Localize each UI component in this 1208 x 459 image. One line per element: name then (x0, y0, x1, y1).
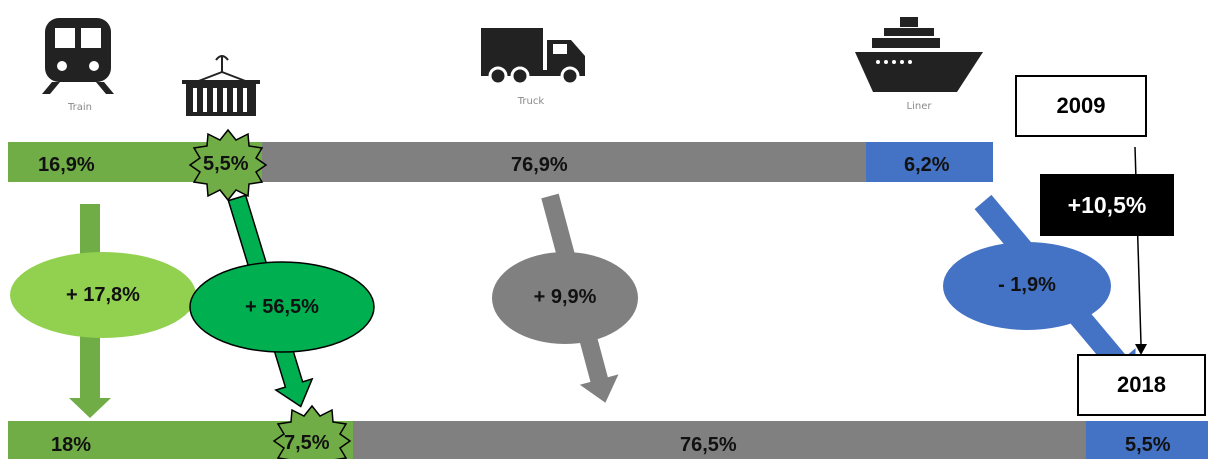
container-change-value: + 56,5% (245, 296, 319, 318)
bottom-bar-truck-segment (353, 421, 1086, 459)
liner-change-ellipse (943, 242, 1111, 330)
bottom-truck-share: 76,5% (680, 434, 737, 456)
bottom-bar-liner-segment (1086, 421, 1208, 459)
bottom-container-share: 7,5% (284, 432, 330, 454)
container-change-ellipse (189, 261, 375, 353)
train-label: Train (68, 102, 92, 113)
ship-icon (855, 17, 983, 92)
year-connector-arrowhead (1135, 344, 1147, 355)
train-change-ellipse (10, 252, 196, 338)
top-bar-liner-segment (866, 142, 993, 182)
train-change-value: + 17,8% (66, 284, 140, 306)
top-bar-truck-segment (262, 142, 866, 182)
container-crane-icon (182, 55, 260, 116)
bottom-liner-share: 5,5% (1125, 434, 1171, 456)
truck-change-ellipse (492, 252, 638, 344)
total-change-badge: +10,5% (1040, 174, 1174, 236)
liner-label: Liner (906, 101, 932, 112)
top-train-share: 16,9% (38, 154, 95, 176)
truck-icon (481, 28, 585, 86)
year-2009-box: 2009 (1015, 75, 1147, 137)
year-2018-box: 2018 (1077, 354, 1206, 416)
bottom-container-starburst (272, 404, 352, 459)
top-container-starburst (188, 128, 268, 202)
bottom-train-share: 18% (51, 434, 92, 456)
truck-label: Truck (517, 96, 545, 107)
top-truck-share: 76,9% (511, 154, 568, 176)
train-icon (42, 18, 114, 94)
truck-change-value: + 9,9% (533, 286, 597, 308)
top-container-share: 5,5% (203, 153, 249, 175)
liner-change-value: - 1,9% (998, 274, 1056, 296)
top-liner-share: 6,2% (904, 154, 950, 176)
